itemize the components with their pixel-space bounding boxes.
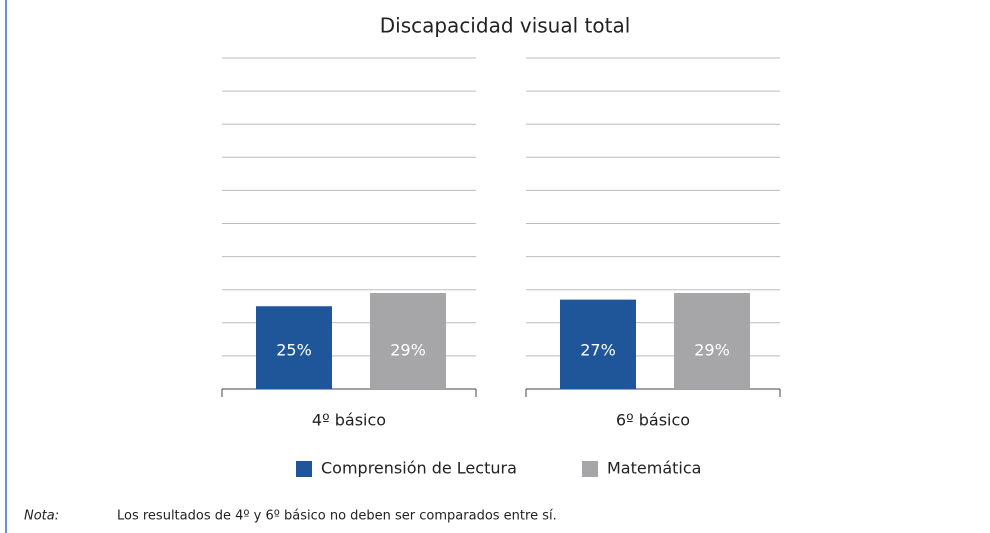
legend-swatch: [296, 461, 312, 477]
legend-label: Matemática: [607, 459, 701, 478]
legend-label: Comprensión de Lectura: [321, 459, 517, 478]
bar: [674, 293, 750, 389]
bar: [560, 299, 636, 389]
value-label: 29%: [694, 341, 730, 360]
x-tick-label: 4º básico: [312, 411, 386, 430]
note: Los resultados de 4º y 6º básico no debe…: [117, 509, 557, 524]
legend-swatch: [582, 461, 598, 477]
bar: [370, 293, 446, 389]
value-label: 27%: [580, 341, 616, 360]
x-tick-label: 6º básico: [616, 411, 690, 430]
bar: [256, 306, 332, 389]
value-label: 29%: [390, 341, 426, 360]
chart-title: Discapacidad visual total: [380, 14, 631, 38]
note-label: Nota:: [24, 509, 59, 524]
value-label: 25%: [276, 341, 312, 360]
